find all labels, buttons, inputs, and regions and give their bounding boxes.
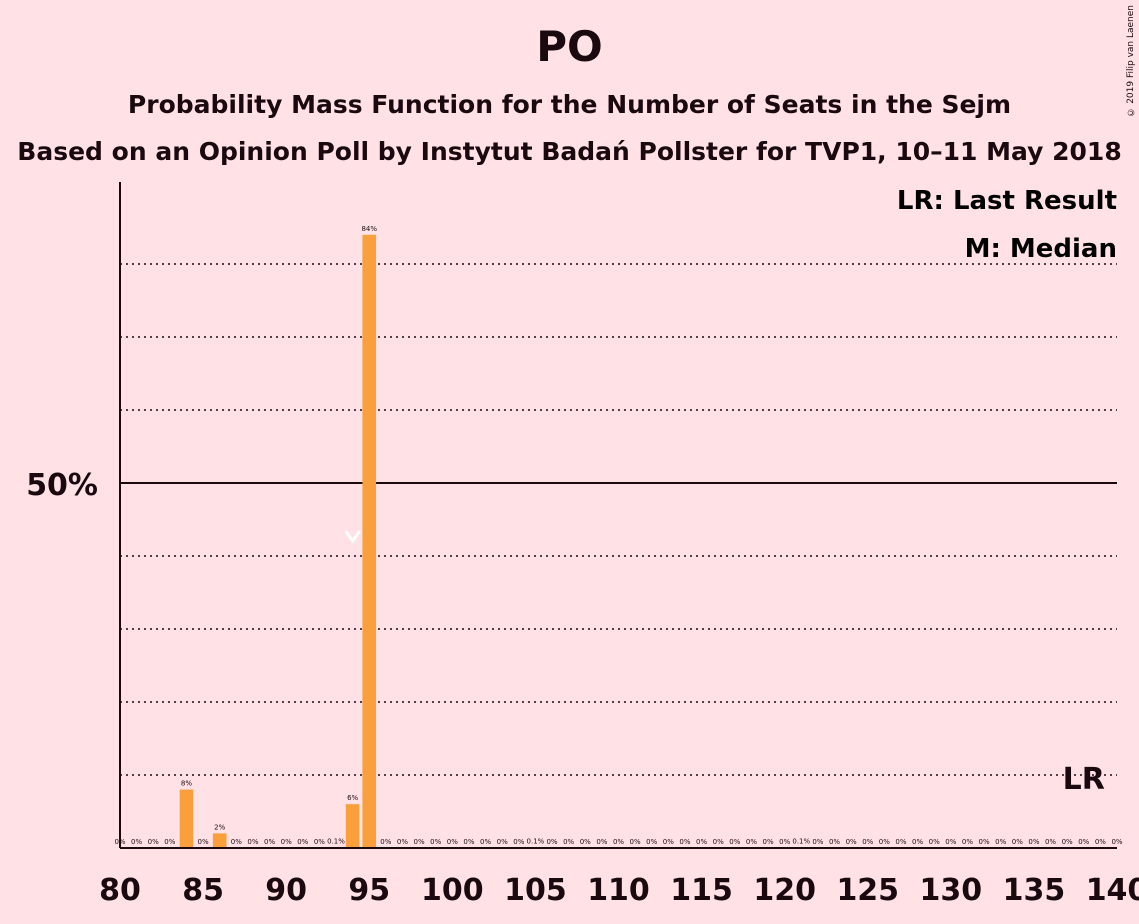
median-marker — [344, 530, 361, 544]
bar-label: 0% — [480, 838, 491, 846]
bar-label: 0% — [497, 838, 508, 846]
bar — [345, 804, 360, 848]
bar-label: 8% — [181, 780, 192, 788]
bar-label: 6% — [347, 794, 358, 802]
bar-label: 0% — [430, 838, 441, 846]
bar-label: 0% — [397, 838, 408, 846]
bar-label: 0% — [447, 838, 458, 846]
bars — [179, 234, 809, 849]
bar-label: 0% — [713, 838, 724, 846]
bar-label: 0% — [812, 838, 823, 846]
x-tick-label: 135 — [1003, 873, 1066, 908]
bar-label: 0% — [281, 838, 292, 846]
bar-label: 0% — [729, 838, 740, 846]
bar-label: 84% — [361, 225, 377, 233]
bar-label: 0% — [912, 838, 923, 846]
bar-label: 0% — [580, 838, 591, 846]
bar-label: 0% — [563, 838, 574, 846]
bar-label: 0% — [895, 838, 906, 846]
bar-label: 0% — [646, 838, 657, 846]
x-tick-label: 105 — [504, 873, 567, 908]
bar-label: 0% — [829, 838, 840, 846]
bar — [179, 789, 194, 848]
bar-labels: 0%0%0%0%8%0%2%0%0%0%0%0%0%0.1%6%84%0%0%0… — [114, 225, 1122, 846]
bar-label: 0.1% — [527, 837, 545, 845]
bar-label: 0% — [231, 838, 242, 846]
bar-label: 0% — [314, 838, 325, 846]
bar-label: 0% — [264, 838, 275, 846]
bar-label: 0% — [945, 838, 956, 846]
bar-label: 0% — [762, 838, 773, 846]
x-tick-label: 95 — [348, 873, 390, 908]
bar-label: 0% — [879, 838, 890, 846]
y-axis: 50% — [26, 182, 121, 848]
bar-label: 0% — [131, 838, 142, 846]
bar-label: 0% — [962, 838, 973, 846]
bar-label: 0% — [1012, 838, 1023, 846]
grid-lines — [120, 263, 1117, 776]
x-tick-label: 100 — [421, 873, 484, 908]
chart-subtitle: Probability Mass Function for the Number… — [127, 90, 1012, 119]
bar-label: 0% — [630, 838, 641, 846]
bar-label: 0% — [1062, 838, 1073, 846]
x-tick-label: 115 — [670, 873, 733, 908]
bar-label: 0% — [679, 838, 690, 846]
bar-label: 0% — [746, 838, 757, 846]
x-tick-label: 85 — [182, 873, 224, 908]
x-tick-label: 110 — [587, 873, 650, 908]
legend-median: M: Median — [965, 234, 1117, 264]
bar-label: 0% — [297, 838, 308, 846]
legend-last-result: LR: Last Result — [897, 186, 1117, 216]
bar-label: 0% — [513, 838, 524, 846]
x-tick-label: 140 — [1086, 873, 1139, 908]
bar-label: 0% — [596, 838, 607, 846]
bar-label: 0% — [613, 838, 624, 846]
bar-label: 0% — [247, 838, 258, 846]
bar-label: 0% — [862, 838, 873, 846]
bar-label: 0.1% — [327, 837, 345, 845]
last-result-label: LR — [1063, 762, 1105, 797]
bar-label: 0% — [380, 838, 391, 846]
x-tick-label: 90 — [265, 873, 307, 908]
bar-label: 0% — [979, 838, 990, 846]
chart-subtitle-source: Based on an Opinion Poll by Instytut Bad… — [17, 137, 1122, 166]
bar-label: 0% — [663, 838, 674, 846]
bar-label: 0% — [463, 838, 474, 846]
bar-label: 0% — [696, 838, 707, 846]
bar-label: 0% — [198, 838, 209, 846]
bar — [362, 234, 377, 849]
bar-label: 0% — [164, 838, 175, 846]
x-tick-label: 80 — [99, 873, 141, 908]
bar-label: 0% — [995, 838, 1006, 846]
bar-label: 0% — [1045, 838, 1056, 846]
x-tick-label: 120 — [753, 873, 816, 908]
bar-label: 0% — [1095, 838, 1106, 846]
bar-label: 0% — [1111, 838, 1122, 846]
bar-label: 0% — [1028, 838, 1039, 846]
x-axis: 80 85 90 95 100 105 110 115 120 125 130 135 140 — [99, 847, 1139, 908]
chart-title: PO — [536, 22, 603, 71]
bar-label: 0% — [929, 838, 940, 846]
x-tick-label: 125 — [836, 873, 899, 908]
bar-label: 0% — [1078, 838, 1089, 846]
bar-label: 2% — [214, 823, 225, 831]
bar-label: 0.1% — [792, 837, 810, 845]
bar-label: 0% — [546, 838, 557, 846]
bar — [212, 833, 227, 848]
x-tick-label: 130 — [920, 873, 983, 908]
y-tick-label: 50% — [26, 468, 98, 503]
bar-label: 0% — [414, 838, 425, 846]
bar-label: 0% — [846, 838, 857, 846]
bar-label: 0% — [779, 838, 790, 846]
bar-label: 0% — [148, 838, 159, 846]
